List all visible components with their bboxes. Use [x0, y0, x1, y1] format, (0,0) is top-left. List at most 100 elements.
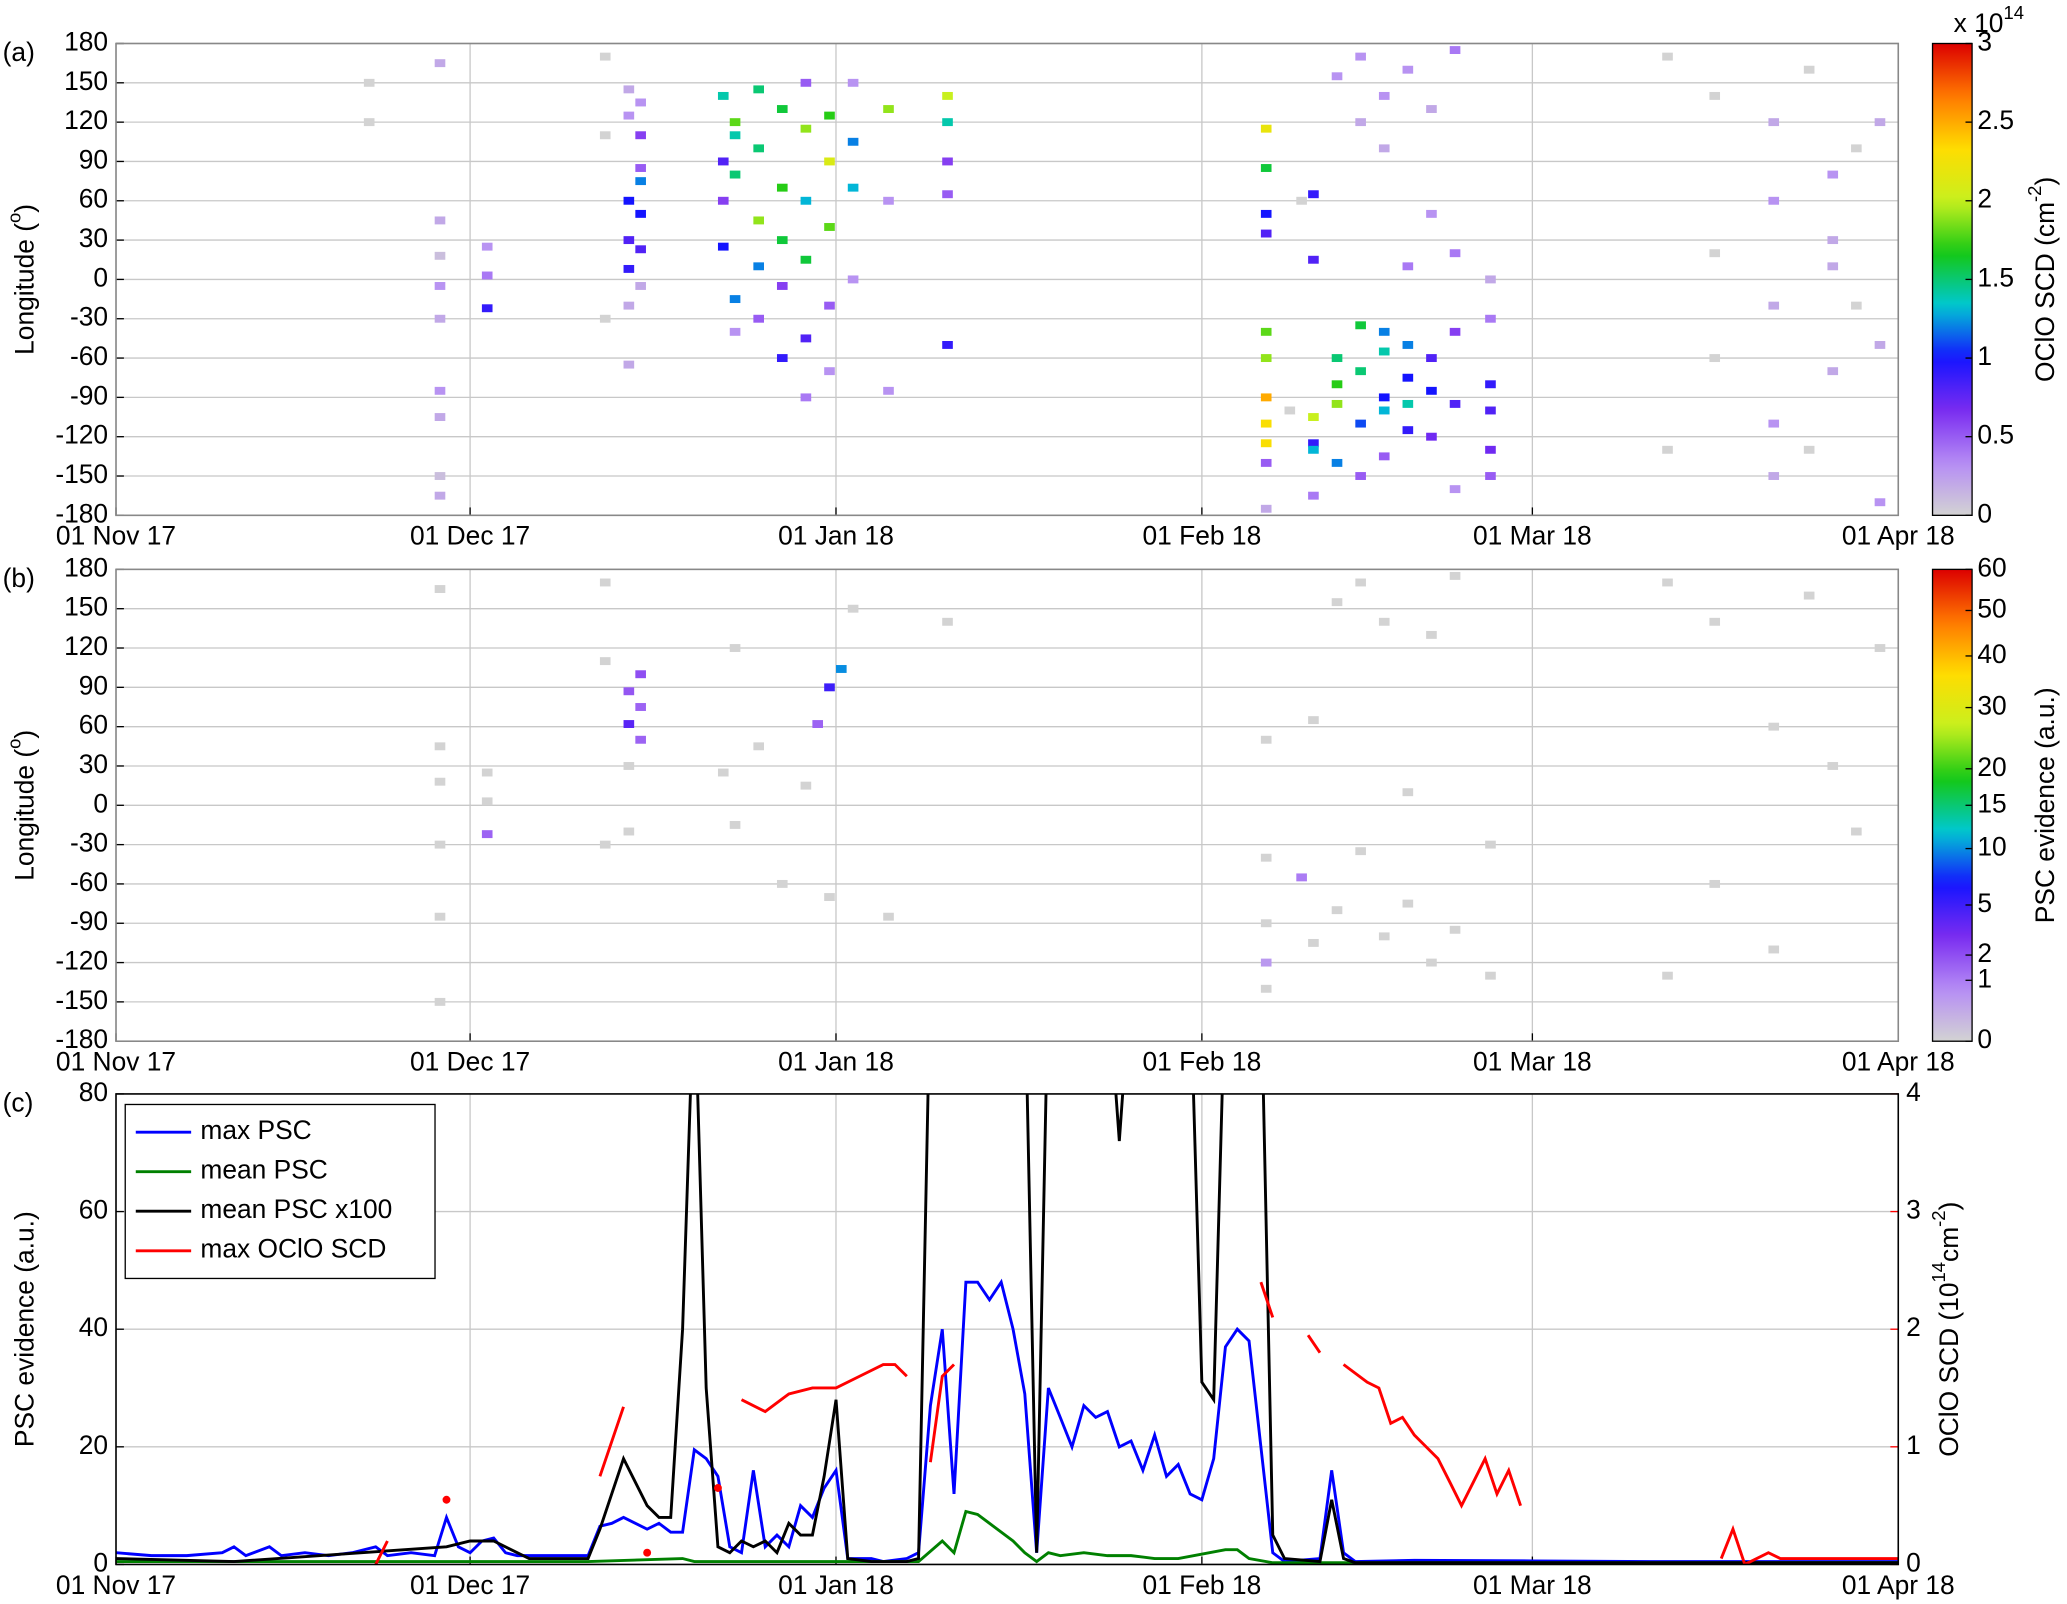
x-tick-label: 01 Jan 18 [778, 521, 894, 551]
heatmap-cell [623, 236, 635, 245]
heatmap-cell [434, 413, 446, 421]
legend-label: max OClO SCD [200, 1234, 386, 1264]
heatmap-cell [599, 52, 611, 61]
y-tick-label: 150 [64, 592, 108, 622]
x-tick-label: 01 Nov 17 [56, 1047, 176, 1077]
colorbar-tick-label: 1 [1977, 963, 1992, 993]
heatmap-cell [1485, 445, 1496, 454]
heatmap-cell [800, 393, 812, 402]
heatmap-cell [1378, 932, 1390, 941]
heatmap-cell [635, 164, 646, 172]
heatmap-cell [1449, 249, 1461, 258]
heatmap-cell [1402, 262, 1414, 271]
heatmap-cell [1662, 445, 1673, 454]
heatmap-cell [847, 604, 859, 613]
heatmap-cell [635, 209, 646, 218]
heatmap-cell [1355, 367, 1366, 376]
heatmap-cell [1485, 971, 1496, 980]
point [442, 1495, 451, 1504]
heatmap-cell [1426, 354, 1437, 363]
heatmap-cell [1355, 472, 1366, 480]
heatmap-cell [623, 85, 635, 94]
heatmap-cell [434, 585, 446, 593]
heatmap-cell [434, 386, 446, 395]
heatmap-cell [635, 703, 646, 711]
y-tick-label: 40 [79, 1312, 108, 1342]
heatmap-cell [1378, 406, 1390, 415]
heatmap-cell [363, 78, 375, 87]
heatmap-cell [1768, 472, 1780, 480]
y2-tick-label: 4 [1906, 1077, 1921, 1107]
panel-label: (c) [3, 1087, 34, 1117]
heatmap-cell [1827, 236, 1839, 245]
heatmap-cell [1308, 439, 1319, 448]
y-tick-label: 0 [93, 1547, 108, 1577]
heatmap-cell [883, 105, 894, 113]
heatmap-cell [1827, 262, 1839, 271]
y-tick-label: 60 [79, 710, 108, 740]
heatmap-cell [729, 170, 741, 179]
heatmap-cell [1768, 196, 1780, 205]
superscript: 14 [1928, 1262, 1949, 1283]
colorbar-tick-label: 15 [1977, 788, 2006, 818]
plot-frame [115, 568, 1900, 1043]
heatmap-cell [1449, 46, 1461, 55]
heatmap-cell [1402, 373, 1414, 382]
heatmap-cell [1402, 899, 1414, 908]
heatmap-cell [1331, 354, 1343, 363]
panel-label: (b) [3, 563, 35, 593]
heatmap-cell [434, 251, 446, 260]
y-tick-label: 180 [64, 552, 108, 582]
heatmap-cell [1449, 327, 1461, 336]
label-part: PSC evidence (a.u.) [2030, 687, 2060, 923]
heatmap-cell [824, 683, 835, 692]
heatmap-cell [1827, 762, 1839, 770]
heatmap-cell [824, 893, 835, 901]
colorbar-tick-label: 0 [1977, 1024, 1992, 1054]
heatmap-cell [1426, 105, 1437, 113]
heatmap-cell [717, 768, 729, 777]
colorbar-tick-label: 50 [1977, 593, 2006, 623]
heatmap-cell [835, 665, 847, 673]
heatmap-cell [717, 242, 729, 251]
heatmap-cell [1485, 840, 1496, 849]
label-part: ) [9, 730, 39, 739]
heatmap-cell [800, 78, 812, 87]
legend-label: mean PSC [200, 1155, 327, 1185]
heatmap-cell [481, 797, 493, 806]
heatmap-cell [1709, 249, 1721, 258]
heatmap-cell [1851, 144, 1862, 153]
heatmap-cell [800, 196, 812, 205]
colorbar-label: PSC evidence (a.u.) [2030, 687, 2060, 923]
heatmap-cell [1331, 72, 1343, 81]
series-line [116, 1509, 1899, 1565]
heatmap-cell [729, 327, 741, 336]
heatmap-cell [1260, 419, 1272, 428]
x-tick-label: 01 Dec 17 [410, 521, 530, 551]
heatmap-cell [847, 137, 859, 146]
colorbar-tick-label: 3 [1977, 26, 1992, 56]
y-tick-label: 120 [64, 631, 108, 661]
heatmap-cell [1874, 340, 1886, 349]
heatmap-cell [434, 777, 446, 786]
plot-frame [115, 42, 1900, 517]
heatmap-cell [1260, 124, 1272, 133]
heatmap-cell [729, 821, 741, 829]
heatmap-cell [434, 912, 446, 921]
x-tick-label: 01 Dec 17 [410, 1047, 530, 1077]
heatmap-cell [1803, 591, 1815, 600]
label-part: PSC evidence (a.u.) [9, 1211, 39, 1447]
heatmap-cell [1402, 426, 1414, 435]
heatmap-cell [824, 367, 835, 376]
heatmap-cell [1355, 847, 1366, 856]
heatmap-cell [1768, 722, 1780, 731]
heatmap-cell [1355, 419, 1366, 428]
y-tick-label: 90 [79, 670, 108, 700]
y-tick-label: -120 [55, 946, 108, 976]
legend-label: mean PSC x100 [200, 1194, 392, 1224]
superscript: -2 [2025, 186, 2046, 202]
heatmap-cell [1768, 945, 1780, 954]
x-tick-label: 01 Jan 18 [778, 1570, 894, 1600]
heatmap-cell [1803, 65, 1815, 74]
